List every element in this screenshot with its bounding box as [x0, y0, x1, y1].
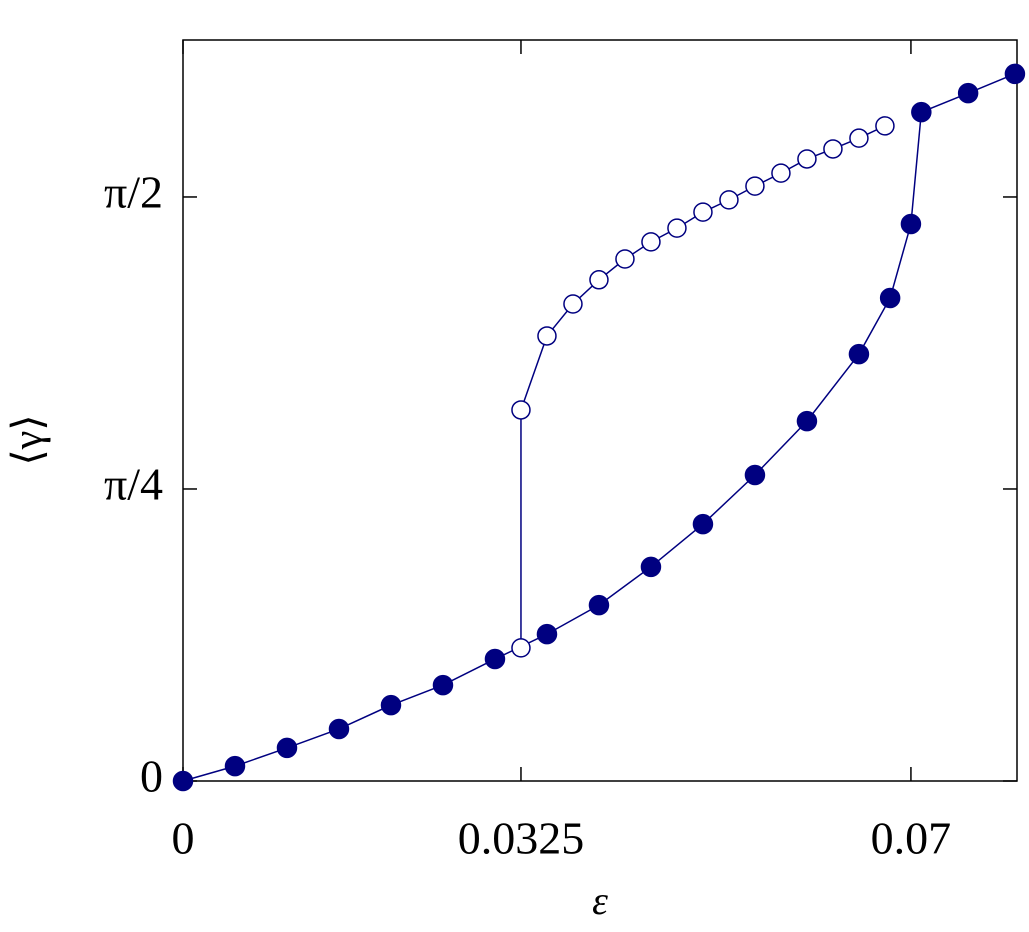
data-point	[172, 770, 194, 792]
x-tick-label: 0	[172, 813, 195, 864]
data-point	[511, 638, 531, 658]
data-point	[276, 737, 298, 759]
y-tick-label: 0	[140, 751, 163, 802]
data-point	[224, 755, 246, 777]
data-point	[563, 294, 583, 314]
data-point	[911, 101, 932, 123]
data-point	[744, 464, 766, 486]
x-tick-label: 0.07	[871, 813, 952, 864]
data-point	[693, 202, 713, 222]
data-point	[537, 326, 557, 346]
plot-frame	[182, 39, 1018, 782]
data-point	[432, 674, 454, 696]
data-point	[328, 718, 350, 740]
data-point	[848, 343, 870, 365]
y-tick-label: π/4	[104, 459, 163, 510]
data-point	[511, 400, 531, 420]
data-point	[849, 128, 869, 148]
data-point	[380, 694, 402, 716]
data-point	[640, 556, 662, 578]
data-point	[536, 623, 558, 645]
data-point	[745, 176, 765, 196]
data-point	[719, 190, 739, 210]
data-point	[875, 116, 895, 136]
y-axis-label: ⟨γ⟩	[6, 414, 52, 465]
data-point	[667, 218, 687, 238]
data-point	[692, 513, 714, 535]
data-point	[823, 139, 843, 159]
data-point	[484, 648, 506, 670]
x-tick-label: 0.0325	[458, 813, 585, 864]
data-point	[641, 232, 661, 252]
x-axis-label: ε	[592, 878, 608, 923]
data-point	[796, 410, 818, 432]
data-point	[957, 82, 979, 104]
data-point	[1004, 63, 1026, 85]
data-point	[797, 149, 817, 169]
data-point	[900, 213, 922, 235]
y-tick-label: π/2	[104, 167, 163, 218]
series-line	[520, 125, 886, 648]
data-point	[615, 249, 635, 269]
data-point	[771, 163, 791, 183]
data-point	[589, 270, 609, 290]
data-point	[879, 287, 901, 309]
data-point	[588, 594, 610, 616]
series-line	[182, 73, 1016, 782]
